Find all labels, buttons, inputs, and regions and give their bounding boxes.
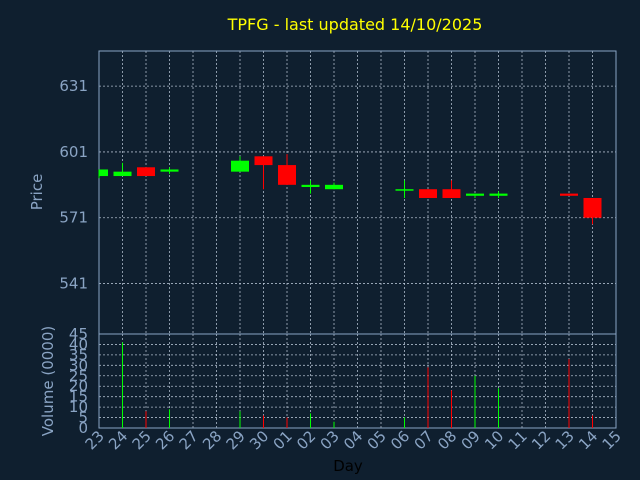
volume-tick-label: 10 [69, 398, 88, 416]
candle-body [160, 169, 179, 172]
day-tick-label: 07 [411, 427, 437, 453]
candle-body [113, 171, 132, 177]
day-tick-label: 01 [270, 427, 296, 453]
day-axis: 2324252627282930010203040506070809101112… [82, 427, 625, 453]
price-grid [99, 51, 616, 334]
candle-body [99, 169, 108, 177]
candle-body [301, 184, 320, 188]
candle-body [489, 193, 508, 196]
volume-tick-label: 35 [69, 346, 88, 364]
day-tick-label: 12 [528, 427, 554, 453]
day-tick-label: 06 [387, 427, 413, 453]
day-tick-label: 03 [317, 427, 343, 453]
day-tick-label: 05 [364, 427, 390, 453]
candle-body [442, 189, 461, 198]
volume-tick-label: 25 [69, 367, 88, 385]
candle-body [466, 193, 484, 196]
candles [98, 154, 602, 225]
volume-axis-label: Volume (0000) [39, 326, 57, 436]
candle-body [278, 165, 296, 185]
volume-tick-label: 0 [78, 419, 88, 437]
day-tick-label: 09 [458, 427, 484, 453]
day-tick-label: 25 [129, 427, 155, 453]
day-tick-label: 14 [575, 427, 601, 453]
price-tick-label: 601 [59, 143, 88, 161]
candle-body [325, 184, 343, 190]
volume-panel-frame [98, 333, 617, 429]
candle-body [419, 189, 437, 198]
price-axis-label: Price [28, 174, 46, 211]
day-tick-label: 15 [599, 427, 625, 453]
volume-tick-label: 5 [78, 409, 88, 427]
volume-tick-label: 20 [69, 377, 88, 395]
day-axis-label: Day [333, 457, 363, 475]
price-tick-label: 541 [59, 275, 88, 293]
day-tick-label: 13 [552, 427, 578, 453]
day-tick-label: 02 [293, 427, 319, 453]
volume-grid [99, 334, 616, 428]
day-tick-label: 30 [246, 427, 272, 453]
volume-tick-label: 45 [69, 325, 88, 343]
day-tick-label: 04 [340, 427, 366, 453]
candle-body [395, 189, 414, 191]
day-tick-label: 29 [223, 427, 249, 453]
candle-body [254, 156, 273, 166]
day-tick-label: 26 [152, 427, 178, 453]
day-tick-label: 11 [505, 427, 531, 453]
day-tick-label: 28 [199, 427, 225, 453]
candle-body [231, 160, 249, 172]
candle-body [583, 197, 602, 218]
day-tick-label: 10 [481, 427, 507, 453]
price-tick-label: 571 [59, 209, 88, 227]
volume-tick-label: 15 [69, 388, 88, 406]
price-tick-label: 631 [59, 77, 88, 95]
volume-bars [122, 342, 593, 428]
candle-body [137, 167, 155, 177]
candle-body [560, 193, 578, 196]
volume-tick-label: 30 [69, 356, 88, 374]
day-tick-label: 08 [434, 427, 460, 453]
chart-title: TPFG - last updated 14/10/2025 [227, 15, 483, 34]
day-tick-label: 27 [176, 427, 202, 453]
day-tick-label: 24 [105, 427, 131, 453]
volume-tick-label: 40 [69, 335, 88, 353]
price-axis: 541 571 601 631 [59, 77, 88, 292]
